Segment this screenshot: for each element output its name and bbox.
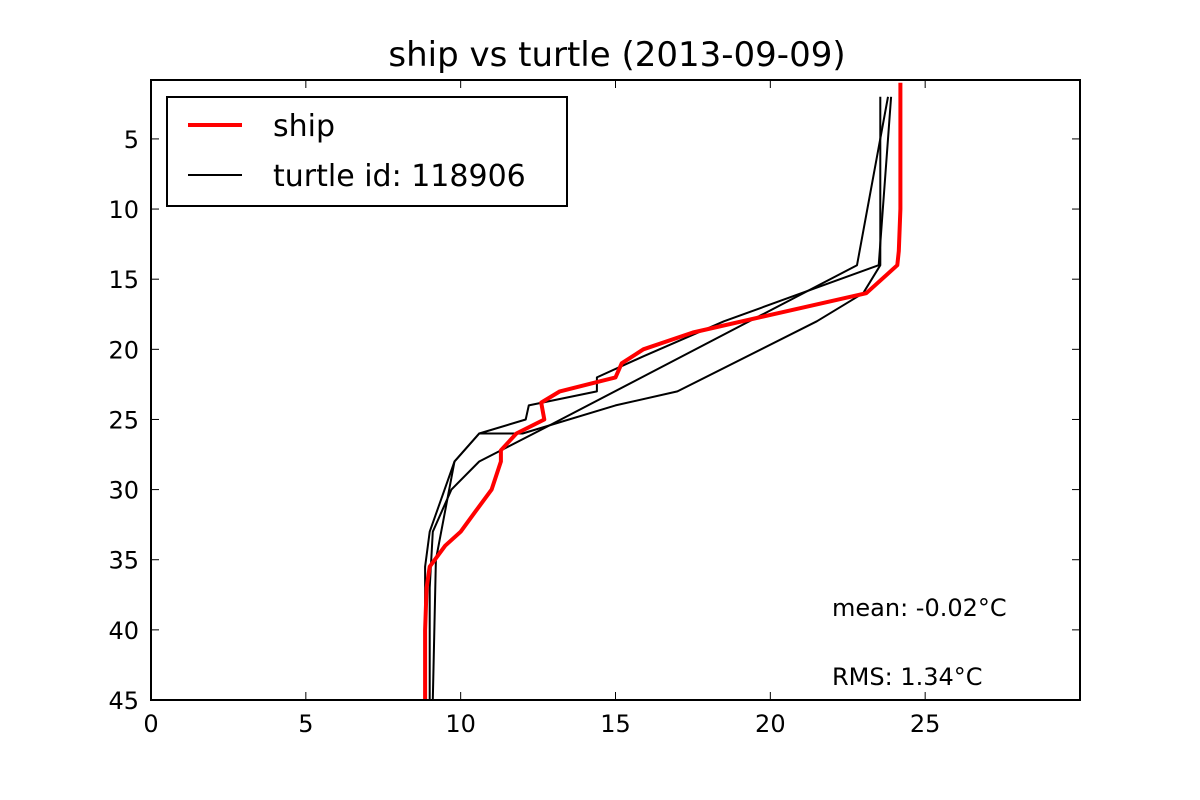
y-tick-label: 30 [108,477,139,505]
x-tick-label: 0 [143,710,158,738]
y-tick-label: 20 [108,336,139,364]
chart-title: ship vs turtle (2013-09-09) [388,35,845,75]
y-tick-label: 35 [108,547,139,575]
y-tick-label: 15 [108,266,139,294]
ticks-layer: 0 5 10 15 20 25 5 10 15 20 25 30 35 40 45 [108,80,1080,738]
series-layer [423,82,903,701]
y-tick-label: 40 [108,617,139,645]
series-line-ship [423,82,903,700]
y-tick-label: 25 [108,406,139,434]
x-tick-label: 10 [445,710,476,738]
annotation-rms: RMS: 1.34°C [832,663,983,691]
legend: ship turtle id: 118906 [166,96,568,207]
annotation-mean: mean: -0.02°C [832,594,1007,622]
x-tick-label: 15 [600,710,631,738]
series-line-turtle-2 [431,96,882,701]
y-tick-label: 10 [108,196,139,224]
y-tick-label: 5 [124,126,139,154]
x-tick-label: 5 [298,710,313,738]
legend-label-ship: ship [273,109,335,144]
y-tick-label: 45 [108,687,139,715]
series-line-turtle-3 [424,96,893,700]
legend-label-turtle: turtle id: 118906 [273,159,526,194]
x-tick-label: 25 [910,710,941,738]
legend-box [166,96,568,207]
x-tick-label: 20 [755,710,786,738]
